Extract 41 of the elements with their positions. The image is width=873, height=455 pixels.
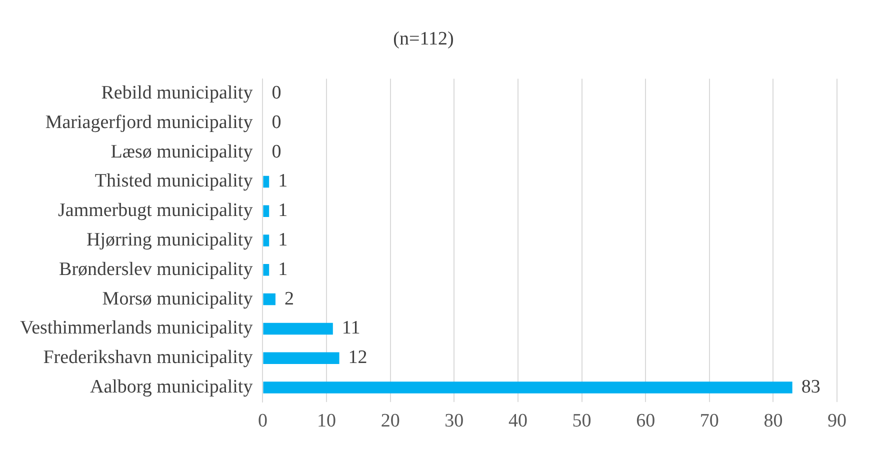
y-tick-label: Hjørring municipality <box>86 229 254 250</box>
bar <box>263 352 340 364</box>
data-label: 0 <box>272 82 282 104</box>
y-tick-label: Jammerbugt municipality <box>58 200 254 222</box>
data-label: 0 <box>272 112 282 133</box>
data-label: 12 <box>348 347 368 368</box>
bar <box>263 234 270 246</box>
y-tick-label: Thisted municipality <box>94 170 254 192</box>
y-tick-label: Brønderslev municipality <box>59 258 254 280</box>
x-tick-label: 20 <box>380 410 400 432</box>
data-label: 1 <box>278 229 288 250</box>
bar <box>263 264 270 276</box>
y-tick-label: Aalborg municipality <box>90 376 254 398</box>
x-tick-label: 80 <box>764 410 783 432</box>
y-tick-label: Læsø municipality <box>110 141 254 162</box>
x-tick-label: 10 <box>317 410 336 432</box>
data-label: 83 <box>801 376 820 398</box>
x-tick-label: 50 <box>572 410 592 432</box>
data-label: 1 <box>278 170 288 192</box>
bar <box>263 382 792 394</box>
x-tick-label: 90 <box>828 410 846 432</box>
data-label: 0 <box>272 141 282 162</box>
data-label: 1 <box>278 258 288 280</box>
bar <box>263 322 333 335</box>
y-tick-label: Frederikshavn municipality <box>43 347 254 368</box>
y-tick-label: Vesthimmerlands municipality <box>20 318 254 339</box>
bar <box>263 176 270 188</box>
x-tick-label: 0 <box>258 410 268 432</box>
data-label: 2 <box>284 288 294 310</box>
data-label: 1 <box>278 200 288 222</box>
data-label: 11 <box>342 318 360 339</box>
x-tick-label: 60 <box>636 410 656 432</box>
x-tick-label: 30 <box>444 410 464 432</box>
x-tick-label: 40 <box>508 410 528 432</box>
bar <box>263 293 276 306</box>
chart-title: (n=112) <box>393 28 454 50</box>
y-tick-label: Rebild municipality <box>101 82 254 104</box>
y-tick-label: Mariagerfjord municipality <box>45 112 254 133</box>
y-tick-label: Morsø municipality <box>102 288 254 310</box>
bar <box>263 205 270 217</box>
x-tick-label: 70 <box>700 410 719 432</box>
